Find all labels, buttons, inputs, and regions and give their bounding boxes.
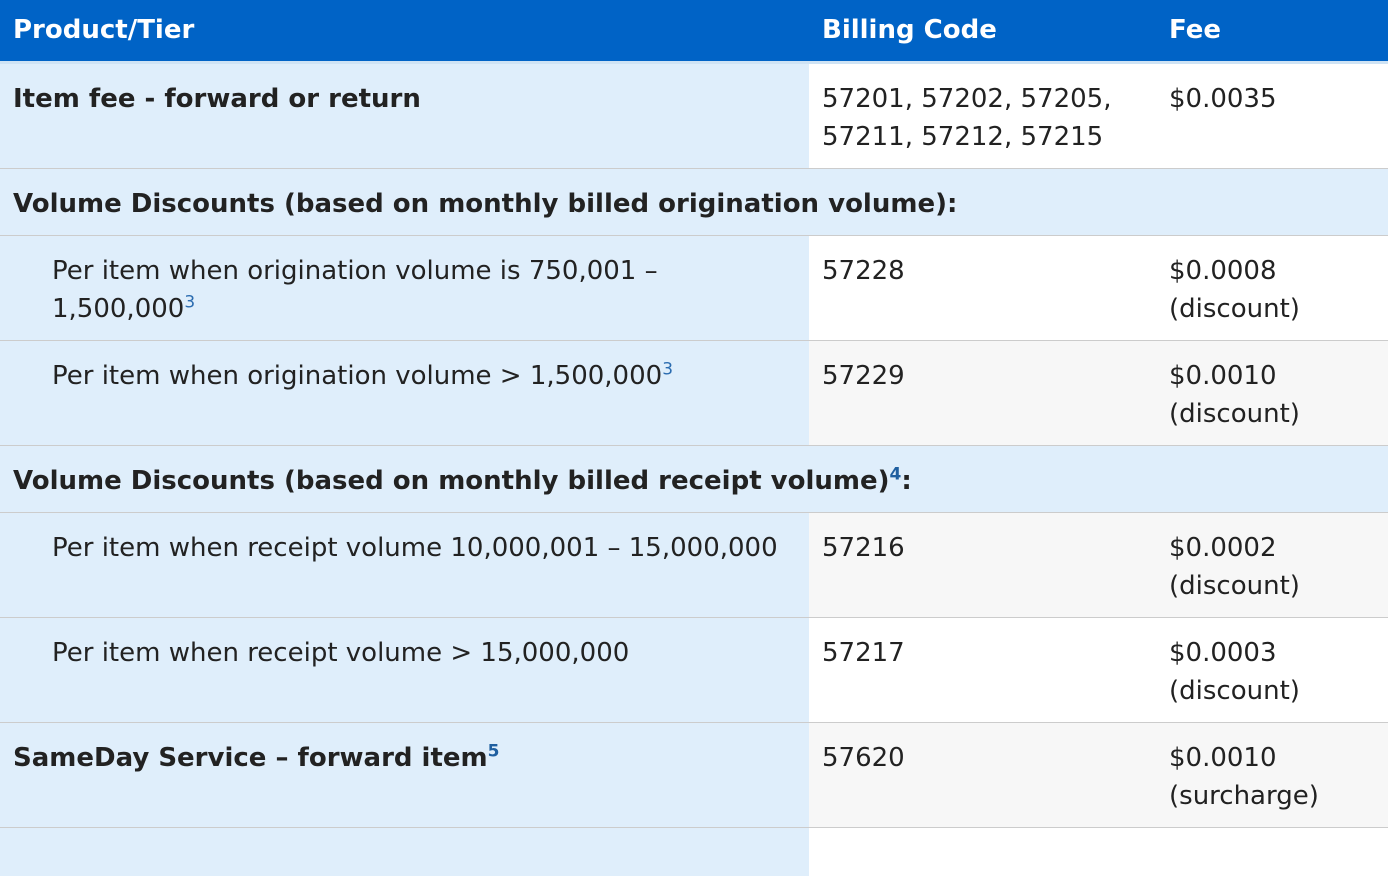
fee-amount: $0.0010 (1169, 357, 1374, 395)
fee-note: (discount) (1169, 395, 1374, 433)
fee-note: (discount) (1169, 672, 1374, 710)
fee-amount: $0.0008 (1169, 252, 1374, 290)
header-billing-code: Billing Code (809, 0, 1156, 63)
row-label: SameDay Service – forward item5 (0, 723, 809, 828)
row-label: Per item when origination volume > 1,500… (0, 341, 809, 446)
fee-note: (discount) (1169, 567, 1374, 605)
header-product-tier: Product/Tier (0, 0, 809, 63)
billing-code-cell: 57217 (809, 618, 1156, 723)
billing-code-cell: 57216 (809, 513, 1156, 618)
section-row: Volume Discounts (based on monthly bille… (0, 446, 1388, 513)
fee-cell: $0.0003(discount) (1156, 618, 1388, 723)
fee-cell: $0.0010(surcharge) (1156, 723, 1388, 828)
billing-code-cell: 57229 (809, 341, 1156, 446)
billing-code-cell: 57228 (809, 236, 1156, 341)
row-label: Per item when receipt volume > 15,000,00… (0, 618, 809, 723)
fee-amount: $0.0010 (1169, 739, 1374, 777)
footnote-link[interactable]: 4 (890, 464, 902, 484)
section-label: Volume Discounts (based on monthly bille… (0, 169, 1388, 236)
row-label: Item fee - forward or return (0, 63, 809, 169)
section-label: Volume Discounts (based on monthly bille… (0, 446, 1388, 513)
fee-amount: $0.0002 (1169, 529, 1374, 567)
table-row: Per item when receipt volume 10,000,001 … (0, 513, 1388, 618)
fee-note: (discount) (1169, 290, 1374, 328)
row-label-text: SameDay Service – forward item (13, 743, 488, 773)
billing-code-cell: 57620 (809, 723, 1156, 828)
header-fee: Fee (1156, 0, 1388, 63)
fee-note: (surcharge) (1169, 777, 1374, 815)
row-label-text: Per item when origination volume is 750,… (52, 256, 658, 324)
footnote-link[interactable]: 5 (488, 741, 500, 761)
table-row: Per item when origination volume is 750,… (0, 236, 1388, 341)
table-row: SameDay Service – forward item5 57620 $0… (0, 723, 1388, 828)
section-label-suffix: : (901, 466, 911, 496)
billing-code-cell-empty (809, 828, 1156, 876)
table-row-partial (0, 828, 1388, 876)
footnote-link[interactable]: 3 (184, 292, 195, 312)
table-row: Per item when receipt volume > 15,000,00… (0, 618, 1388, 723)
footnote-link[interactable]: 3 (662, 359, 673, 379)
fee-cell-empty (1156, 828, 1388, 876)
row-label: Per item when receipt volume 10,000,001 … (0, 513, 809, 618)
fee-cell: $0.0008(discount) (1156, 236, 1388, 341)
fee-cell: $0.0010(discount) (1156, 341, 1388, 446)
row-label-empty (0, 828, 809, 876)
fee-amount: $0.0003 (1169, 634, 1374, 672)
row-label: Per item when origination volume is 750,… (0, 236, 809, 341)
table-header-row: Product/Tier Billing Code Fee (0, 0, 1388, 63)
row-label-text: Per item when origination volume > 1,500… (52, 361, 662, 391)
table-row: Per item when origination volume > 1,500… (0, 341, 1388, 446)
table-row: Item fee - forward or return 57201, 5720… (0, 63, 1388, 169)
section-label-text: Volume Discounts (based on monthly bille… (13, 466, 890, 496)
section-row: Volume Discounts (based on monthly bille… (0, 169, 1388, 236)
fee-cell: $0.0035 (1156, 63, 1388, 169)
billing-code-cell: 57201, 57202, 57205, 57211, 57212, 57215 (809, 63, 1156, 169)
fee-cell: $0.0002(discount) (1156, 513, 1388, 618)
